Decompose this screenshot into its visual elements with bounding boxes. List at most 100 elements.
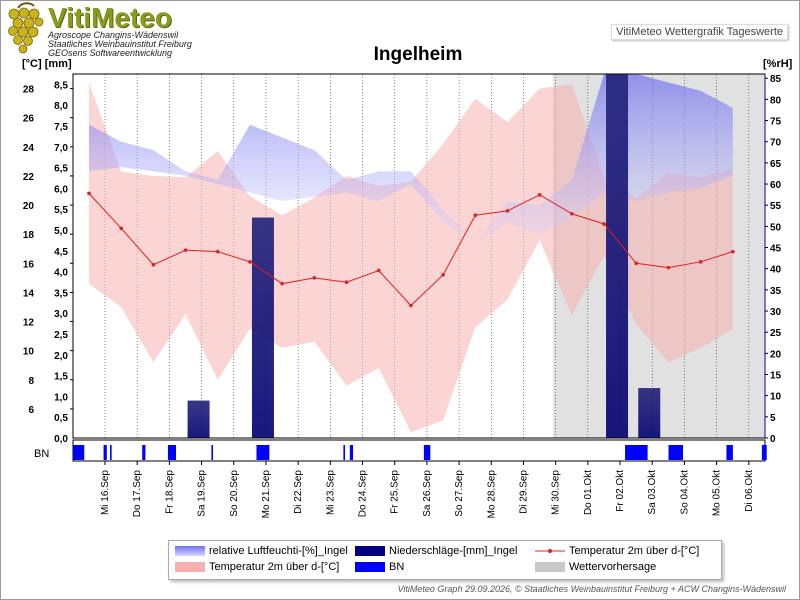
humidity-tick-label: 10	[770, 392, 782, 403]
temperature-tick-label: 22	[23, 172, 35, 183]
legend-swatch-forecast	[535, 562, 565, 572]
humidity-tick-label: 5	[770, 413, 776, 424]
temperature-point	[698, 260, 703, 264]
humidity-tick-label: 75	[770, 117, 782, 128]
temperature-point	[731, 249, 735, 254]
date-tick-label: Mi 30.Sep	[551, 470, 562, 515]
legend-label-bn: BN	[389, 561, 405, 573]
bn-mark	[73, 445, 85, 460]
temperature-tick-label: 8	[28, 376, 34, 387]
humidity-tick-label: 0	[770, 434, 776, 445]
left-axis-unit: [°C] [mm]	[22, 58, 72, 70]
humidity-tick-label: 65	[770, 159, 782, 170]
precipitation-tick-label: 3,5	[54, 288, 68, 299]
humidity-tick-label: 25	[770, 328, 782, 339]
legend-swatch-temperature-range	[175, 562, 205, 572]
humidity-tick-label: 30	[770, 307, 782, 318]
date-tick-label: Sa 03.Okt	[647, 470, 658, 515]
humidity-range-band	[89, 74, 733, 244]
precipitation-tick-label: 6,5	[54, 164, 68, 175]
right-axis-unit: [%rH]	[763, 58, 793, 70]
bn-mark	[726, 445, 733, 460]
temperature-point	[248, 260, 252, 264]
temperature-range-band	[89, 82, 733, 433]
grape-icon	[8, 2, 44, 54]
temperature-point	[441, 273, 445, 277]
temperature-tick-label: 28	[23, 85, 35, 96]
logo-line-3: GEOsens Softwareentwicklung	[48, 48, 173, 58]
legend-item-temperature-line: Temperatur 2m über d-[°C]	[535, 545, 699, 557]
humidity-tick-label: 55	[770, 201, 782, 212]
precipitation-tick-label: 8,0	[54, 101, 68, 112]
precipitation-tick-label: 2,5	[54, 330, 68, 341]
temperature-tick-label: 26	[23, 114, 35, 125]
date-tick-label: Fr 18.Sep	[164, 470, 175, 514]
temperature-point	[344, 280, 349, 285]
humidity-tick-label: 35	[770, 286, 782, 297]
legend-item-forecast: Wettervorhersage	[535, 561, 656, 573]
precipitation-tick-label: 2,0	[54, 351, 68, 362]
temperature-point	[602, 222, 606, 226]
temperature-point	[280, 281, 284, 286]
bn-mark	[423, 445, 431, 460]
date-tick-label: Mo 21.Sep	[261, 470, 272, 519]
humidity-tick-label: 80	[770, 95, 782, 106]
date-tick-label: Mi 23.Sep	[325, 470, 336, 515]
legend-item-precipitation: Niederschläge-[mm]_Ingel	[355, 545, 517, 557]
logo-title: VitiMeteo	[48, 2, 172, 33]
bn-mark	[142, 445, 146, 460]
legend-label-forecast: Wettervorhersage	[569, 561, 657, 573]
legend-swatch-temperature-line	[535, 549, 565, 553]
temperature-tick-label: 6	[28, 405, 34, 416]
precipitation-bar	[187, 400, 210, 438]
temperature-point	[666, 265, 671, 270]
precipitation-tick-label: 5,5	[54, 205, 68, 216]
date-tick-label: Di 06.Okt	[744, 470, 755, 512]
logo-line-2: Staatliches Weinbauinstitut Freiburg	[48, 39, 192, 49]
precipitation-tick-label: 3,0	[54, 309, 68, 320]
legend-swatch-precipitation	[355, 546, 385, 556]
temperature-point	[376, 268, 381, 273]
precipitation-tick-label: 7,5	[54, 122, 68, 133]
precipitation-bar	[251, 217, 274, 438]
temperature-point	[473, 213, 478, 218]
legend-label-temperature-line: Temperatur 2m über d-[°C]	[569, 545, 700, 557]
precipitation-bar	[638, 388, 661, 438]
bn-mark	[103, 445, 107, 460]
graphic-subtitle: VitiMeteo Wettergrafik Tageswerte	[611, 24, 788, 40]
humidity-tick-label: 60	[770, 180, 782, 191]
temperature-tick-label: 12	[23, 318, 35, 329]
precipitation-tick-label: 4,0	[54, 268, 68, 279]
bn-strip	[72, 439, 766, 462]
legend-item-bn: BN	[355, 561, 404, 573]
vitimeteo-logo: VitiMeteo Agroscope Changins-Wädenswil S…	[4, 2, 204, 62]
precipitation-tick-label: 0,5	[54, 413, 68, 424]
bn-mark	[110, 445, 112, 460]
humidity-tick-label: 40	[770, 265, 782, 276]
date-tick-label: Do 24.Sep	[358, 470, 369, 518]
legend-swatch-bn	[355, 562, 385, 572]
date-tick-label: Fr 25.Sep	[390, 470, 401, 514]
precipitation-tick-label: 1,5	[54, 372, 68, 383]
date-tick-label: So 04.Okt	[679, 470, 690, 515]
precipitation-bar	[606, 74, 629, 438]
bn-mark	[343, 445, 346, 460]
temperature-tick-label: 14	[23, 288, 35, 299]
date-tick-label: Do 01.Okt	[583, 470, 594, 515]
logo-line-1: Agroscope Changins-Wädenswil	[48, 30, 179, 40]
temperature-tick-label: 18	[23, 230, 35, 241]
date-tick-label: Fr 02.Okt	[615, 470, 626, 512]
legend-item-temperature-range: Temperatur 2m über d-[°C]	[175, 561, 339, 573]
weather-chart: 6 8 10 12 14 16 18 20 22 24 26 28 0,0 0,5 1,0 1,5 2,0 2,5…	[23, 73, 782, 519]
date-tick-label: Mo 28.Sep	[486, 470, 497, 519]
legend-item-humidity: relative Luftfeuchti-[%]_Ingel	[175, 545, 348, 557]
date-tick-label: Sa 19.Sep	[197, 470, 208, 517]
chart-title: Ingelheim	[373, 44, 463, 65]
legend-label-temperature-range: Temperatur 2m über d-[°C]	[209, 561, 340, 573]
date-tick-label: Di 29.Sep	[518, 470, 529, 514]
humidity-tick-label: 70	[770, 138, 782, 149]
legend-label-precipitation: Niederschläge-[mm]_Ingel	[389, 545, 518, 557]
temperature-tick-label: 16	[23, 259, 35, 270]
temperature-point	[634, 261, 639, 266]
bn-mark	[167, 445, 177, 460]
